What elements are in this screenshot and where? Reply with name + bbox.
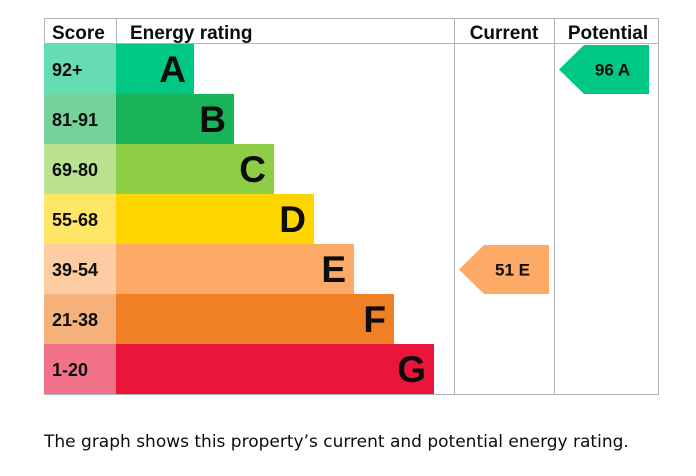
band-bar-b bbox=[116, 94, 234, 144]
score-cell-g bbox=[44, 344, 116, 394]
band-letter-g: G bbox=[397, 349, 426, 390]
header-current: Current bbox=[470, 23, 539, 44]
score-label-c: 69-80 bbox=[52, 160, 98, 180]
score-label-d: 55-68 bbox=[52, 210, 98, 230]
score-cell-c bbox=[44, 144, 116, 194]
band-letter-a: A bbox=[159, 49, 186, 90]
score-cell-a bbox=[44, 44, 116, 94]
band-bar-f bbox=[116, 294, 394, 344]
band-bar-g bbox=[116, 344, 434, 394]
band-bar-d bbox=[116, 194, 314, 244]
score-label-a: 92+ bbox=[52, 60, 83, 80]
current-rating-arrow bbox=[459, 245, 549, 294]
energy-rating-chart: 92+ A81-91 B69-80 C55-68 D39-54 E21-38 F1-20 G … bbox=[44, 18, 659, 395]
score-label-f: 21-38 bbox=[52, 310, 98, 330]
band-letter-b: B bbox=[199, 99, 226, 140]
header-potential: Potential bbox=[568, 23, 648, 44]
band-letter-e: E bbox=[321, 249, 346, 290]
bands: 92+ A 81-91 B 69-80 C 55-68 D 39-54 E 21-38 F 1-20 G bbox=[44, 44, 434, 394]
score-label-e: 39-54 bbox=[52, 260, 98, 280]
header-score: Score bbox=[52, 23, 105, 44]
band-letter-d: D bbox=[279, 199, 306, 240]
score-cell-f bbox=[44, 294, 116, 344]
score-cell-e bbox=[44, 244, 116, 294]
current-rating-label: 51 E bbox=[495, 261, 530, 280]
score-cell-d bbox=[44, 194, 116, 244]
grid-lines bbox=[44, 18, 659, 395]
band-bar-a bbox=[116, 44, 194, 94]
band-letter-c: C bbox=[239, 149, 266, 190]
header-energy-rating: Energy rating bbox=[130, 23, 252, 44]
rating-markers: 51 E 96 A bbox=[459, 45, 649, 294]
score-label-b: 81-91 bbox=[52, 110, 98, 130]
column-headers: Score Energy rating Current Potential bbox=[52, 23, 648, 44]
score-cell-b bbox=[44, 94, 116, 144]
band-letter-f: F bbox=[363, 299, 386, 340]
score-label-g: 1-20 bbox=[52, 360, 88, 380]
potential-rating-label: 96 A bbox=[595, 61, 630, 80]
potential-rating-arrow bbox=[559, 45, 649, 94]
chart-caption: The graph shows this property’s current … bbox=[44, 432, 629, 452]
band-bar-c bbox=[116, 144, 274, 194]
band-bar-e bbox=[116, 244, 354, 294]
